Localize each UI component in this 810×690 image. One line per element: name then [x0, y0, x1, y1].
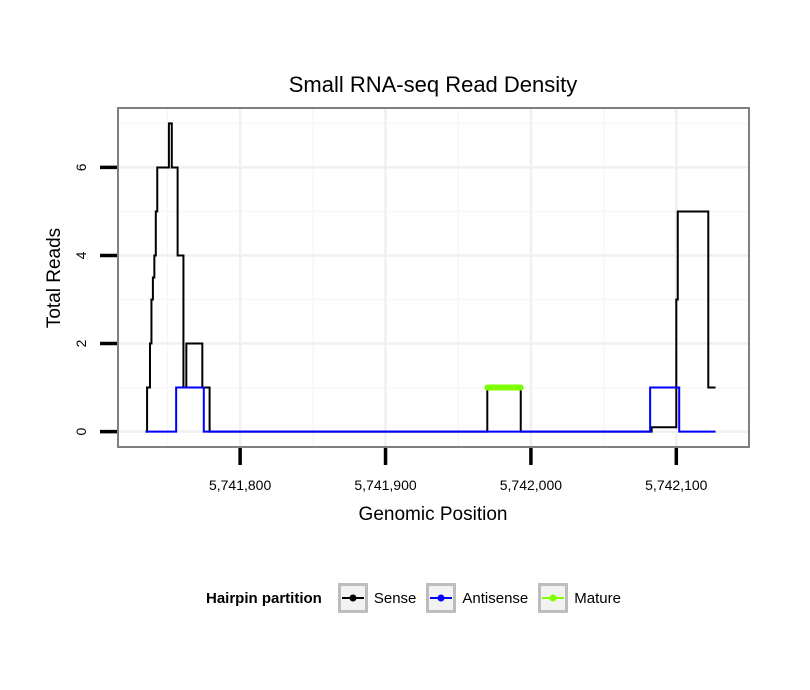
x-tick-label: 5,741,800: [209, 477, 271, 493]
legend-label-mature: Mature: [574, 589, 621, 607]
legend-item-sense: Sense: [337, 583, 423, 613]
legend-label-antisense: Antisense: [462, 589, 529, 607]
series-line-antisense: [145, 386, 716, 433]
y-axis-ticks: 0 2 4 6: [73, 163, 117, 435]
plot-panel: [118, 108, 749, 447]
x-axis-ticks: 5,741,800 5,741,900 5,742,000 5,742,100: [209, 448, 708, 493]
x-tick-label: 5,742,000: [500, 477, 562, 493]
legend-item-mature: Mature: [538, 583, 627, 613]
legend-label-sense: Sense: [373, 589, 417, 607]
legend-item-antisense: Antisense: [426, 583, 534, 613]
y-axis-title: Total Reads: [44, 228, 65, 328]
grid-lines: [118, 108, 749, 447]
plot-border: [117, 107, 750, 448]
legend: Hairpin partition Sense Antisense Mature: [206, 578, 631, 618]
y-tick-label: 6: [73, 163, 89, 171]
series-lines: [145, 122, 716, 433]
legend-key-antisense: [426, 583, 457, 613]
legend-key-mature: [538, 583, 569, 613]
chart-title: Small RNA-seq Read Density: [289, 72, 578, 97]
legend-key-sense: [337, 583, 368, 613]
legend-title: Hairpin partition: [206, 589, 322, 607]
y-tick-label: 2: [73, 339, 89, 347]
x-axis-title: Genomic Position: [359, 504, 508, 525]
y-tick-label: 4: [73, 251, 89, 259]
x-tick-label: 5,742,100: [645, 477, 707, 493]
x-tick-label: 5,741,900: [354, 477, 416, 493]
series-line-sense: [145, 122, 716, 433]
y-tick-label: 0: [73, 427, 89, 435]
